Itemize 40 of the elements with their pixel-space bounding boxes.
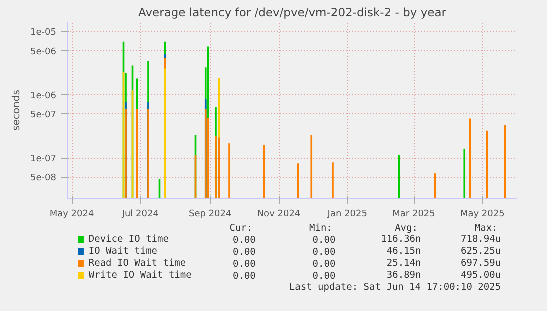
y-tick-label: 5e-07 [30, 110, 57, 120]
text: 116.36n [381, 234, 422, 245]
y-axis-title: seconds [12, 90, 23, 131]
x-tick-label: Sep 2024 [189, 210, 232, 220]
text: Min: [310, 223, 332, 234]
text: Cur: [230, 223, 253, 234]
text: 495.00u [461, 270, 502, 281]
text: 25.14n [386, 258, 422, 269]
text: Avg: [395, 223, 418, 234]
text: 718.94u [461, 234, 502, 245]
text: 46.15n [386, 246, 422, 257]
text: 0.00 [312, 271, 336, 282]
x-tick-label: Mar 2025 [392, 210, 436, 220]
y-tick-label: 5e-06 [30, 47, 57, 58]
x-tick-label: May 2024 [50, 210, 94, 220]
text: 0.00 [312, 235, 336, 246]
y-tick-label: 5e-08 [30, 174, 57, 184]
legend-label: Write IO Wait time [88, 270, 192, 281]
y-tick-label: 1e-05 [30, 28, 57, 38]
x-tick-label: Jan 2025 [326, 210, 368, 220]
text: 0.00 [312, 259, 336, 270]
y-tick-label: 1e-06 [30, 91, 57, 102]
chart-title: Average latency for /dev/pve/vm-202-disk-2 - by year [138, 6, 447, 20]
text: Last update: Sat Jun 14 17:00:10 2025 [289, 282, 502, 293]
text: 0.00 [233, 271, 256, 282]
legend-label: IO Wait time [88, 246, 158, 257]
x-tick-label: Nov 2024 [257, 210, 301, 220]
text: 0.00 [233, 259, 256, 270]
x-tick-label: May 2025 [460, 210, 505, 220]
text: 0.00 [233, 235, 256, 246]
y-tick-label: 1e-07 [30, 154, 57, 165]
legend-label: Device IO time [88, 234, 170, 245]
text: 36.89n [386, 270, 422, 281]
x-tick-label: Jul 2024 [121, 210, 160, 220]
legend-label: Read IO Wait time [88, 258, 186, 269]
text: 0.00 [312, 247, 336, 258]
text: Max: [474, 223, 498, 234]
text: 697.59u [461, 258, 502, 269]
text: 625.25u [461, 246, 502, 257]
text: 0.00 [233, 247, 256, 258]
